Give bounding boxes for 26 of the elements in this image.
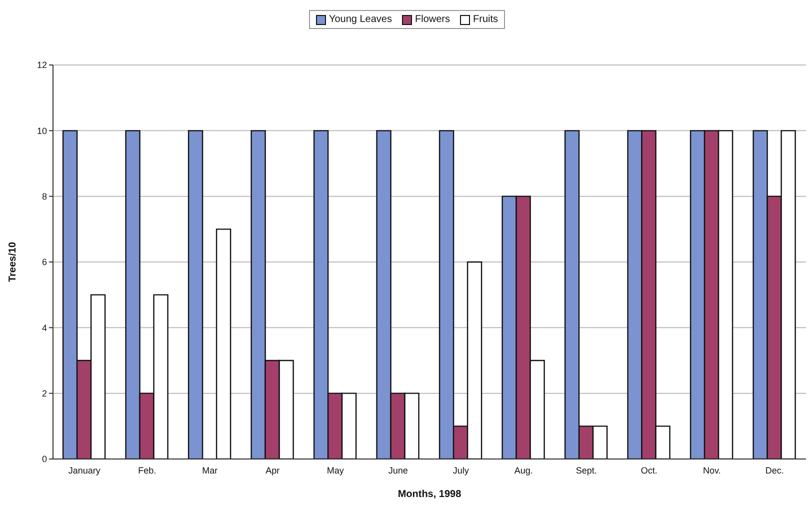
bar [216,228,232,459]
x-tick-label: July [452,465,470,476]
x-tick-label: Feb. [138,465,156,476]
x-tick-label: June [388,465,408,476]
x-tick-label: Mar [202,465,218,476]
x-tick-label: January [68,465,101,476]
legend-label: Flowers [415,14,450,25]
y-tick-label: 4 [42,322,47,333]
x-tick-label: Oct. [640,465,658,476]
bar [188,130,204,459]
y-tick-label: 0 [42,454,47,464]
x-tick-label: May [326,465,344,476]
x-tick-label: Nov. [702,465,721,476]
x-tick-label: Apr [266,465,280,476]
y-tick-label: 12 [36,60,47,70]
x-axis-title: Months, 1998 [398,489,462,500]
y-axis-title: Trees/10 [8,242,19,282]
legend-label: Fruits [473,14,498,25]
y-tick-label: 2 [42,388,47,399]
x-tick-label: Sept. [576,465,597,476]
y-tick-label: 10 [36,126,47,136]
x-tick-label: Aug. [514,465,533,476]
legend-label: Young Leaves [328,14,392,25]
x-tick-label: Dec. [765,465,784,476]
y-tick-label: 8 [42,192,47,202]
y-tick-label: 6 [42,257,47,268]
